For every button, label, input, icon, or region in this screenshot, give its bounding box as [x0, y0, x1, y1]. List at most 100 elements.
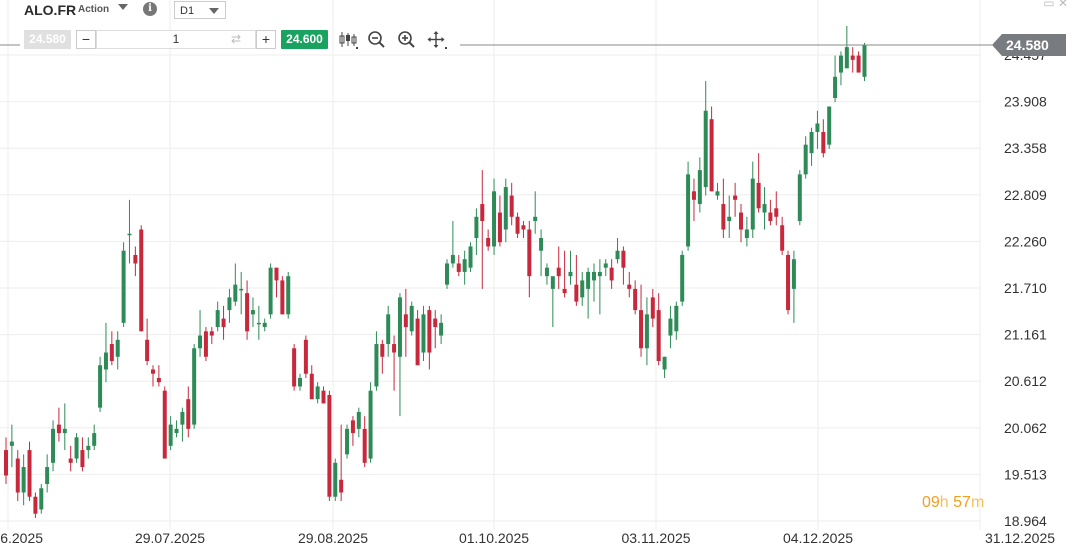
candle-up	[844, 25, 849, 69]
y-tick-label: 20.612	[1004, 373, 1047, 389]
candle-down	[480, 170, 485, 289]
buy-button[interactable]: 24.600	[281, 30, 328, 49]
info-icon[interactable]: i	[143, 2, 157, 16]
candle-down	[151, 365, 155, 387]
candle-up	[468, 242, 473, 272]
candle-down	[321, 386, 326, 404]
candle-up	[450, 221, 455, 268]
candle-up	[315, 382, 320, 404]
candle-up	[86, 437, 91, 459]
candle-up	[668, 305, 673, 349]
zoom-in-icon[interactable]	[396, 30, 418, 50]
candle-down	[27, 441, 32, 501]
candle-up	[356, 407, 361, 438]
candle-up	[51, 420, 56, 472]
candle-down	[274, 267, 279, 298]
candle-down	[68, 445, 73, 472]
candle-down	[709, 106, 714, 192]
candle-up	[333, 458, 338, 501]
y-tick-label: 20.062	[1004, 420, 1047, 436]
candle-down	[203, 327, 208, 362]
candle-up	[686, 161, 691, 251]
quantity-increase-button[interactable]: +	[256, 30, 276, 49]
candle-up	[715, 182, 720, 200]
symbol-dropdown-icon[interactable]	[118, 4, 128, 10]
candle-up	[592, 263, 596, 302]
y-tick-label: 22.260	[1004, 233, 1047, 249]
candle-up	[662, 356, 667, 378]
reset-icon[interactable]: ⇄	[230, 32, 241, 46]
candle-down	[133, 246, 138, 277]
candle-down	[574, 254, 579, 306]
candle-up	[644, 297, 649, 366]
y-tick-label: 21.161	[1004, 327, 1047, 343]
candle-up	[838, 51, 843, 86]
candle-down	[427, 305, 432, 370]
candle-up	[586, 267, 591, 319]
candle-up	[862, 42, 867, 82]
candle-down	[392, 335, 397, 391]
candle-down	[339, 424, 344, 501]
current-price-label: 24.580	[1006, 37, 1049, 53]
chevron-down-icon	[209, 8, 219, 14]
trade-panel: 24.580 − 1 ⇄ + 24.600	[0, 30, 460, 50]
candles-icon[interactable]	[337, 30, 359, 50]
candle-down	[650, 288, 655, 328]
candle-up	[445, 259, 449, 289]
zoom-out-icon[interactable]	[366, 30, 388, 50]
quantity-value: 1	[172, 32, 180, 46]
candle-up	[744, 216, 749, 247]
candle-down	[4, 437, 8, 485]
candle-up	[803, 136, 808, 179]
candle-down	[292, 344, 297, 391]
candle-up	[697, 157, 702, 213]
quantity-decrease-button[interactable]: −	[76, 30, 96, 49]
candle-down	[821, 119, 826, 158]
candle-down	[403, 288, 408, 357]
candle-up	[262, 318, 267, 332]
timeframe-select[interactable]: D1	[174, 1, 226, 19]
candle-down	[486, 229, 491, 251]
symbol-name[interactable]: ALO.FR	[24, 2, 77, 18]
candle-up	[503, 178, 508, 243]
candle-down	[556, 246, 561, 289]
quantity-input[interactable]: 1 ⇄	[96, 30, 256, 49]
x-tick-label: 04.12.2025	[783, 530, 853, 546]
y-tick-label: 21.710	[1004, 280, 1047, 296]
candle-down	[309, 365, 314, 400]
candle-down	[721, 178, 726, 238]
candle-up	[39, 484, 44, 514]
candle-up	[45, 454, 50, 493]
candle-down	[80, 437, 85, 472]
candle-down	[415, 310, 420, 366]
candle-up	[174, 420, 179, 438]
candle-up	[762, 187, 767, 230]
y-tick-label: 19.513	[1004, 466, 1047, 482]
candle-down	[521, 221, 526, 238]
candle-down	[327, 390, 332, 501]
chart-grid	[0, 0, 981, 530]
candle-up	[550, 276, 555, 328]
candle-up	[680, 250, 685, 306]
candle-up	[533, 191, 538, 234]
candle-up	[374, 331, 379, 391]
candle-down	[221, 305, 226, 340]
candle-up	[21, 454, 26, 506]
minimize-icon[interactable]: ▭	[1043, 0, 1055, 10]
timeframe-value: D1	[180, 5, 195, 17]
symbol-type: Action	[78, 4, 110, 15]
candle-down	[780, 216, 785, 255]
sell-button[interactable]: 24.580	[24, 30, 71, 49]
candle-down	[850, 47, 855, 73]
candle-up	[103, 322, 108, 383]
candle-down	[768, 199, 773, 226]
candle-down	[362, 416, 367, 468]
candle-up	[115, 331, 120, 370]
move-icon[interactable]	[426, 30, 448, 50]
candle-up	[727, 195, 732, 238]
candle-down	[109, 331, 114, 366]
close-icon[interactable]: ✕	[1057, 0, 1068, 10]
candle-up	[298, 373, 302, 391]
candle-up	[544, 263, 549, 285]
